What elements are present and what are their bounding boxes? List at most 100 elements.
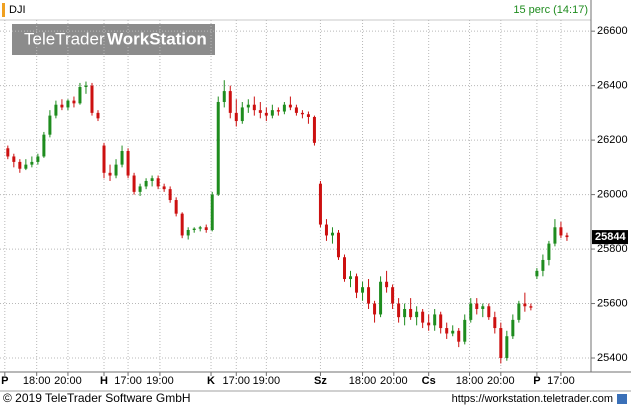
copyright: © 2019 TeleTrader Software GmbH [3,391,191,405]
candle-body [90,85,94,113]
candle-body [6,148,10,157]
watermark-box [12,24,215,55]
candle-body [415,311,419,318]
symbol-marker [2,3,5,17]
x-tick-label: 19:00 [253,375,281,387]
candle-body [228,91,232,113]
candle-body [451,330,455,334]
candle-body [481,306,485,309]
y-tick-label: 25800 [597,243,628,255]
candle-body [102,145,106,173]
candle-body [439,314,443,329]
x-tick-label: Sz [314,375,327,387]
candle-body [78,87,82,104]
x-tick-label: 19:00 [146,375,174,387]
candle-body [198,227,202,229]
candle-body [216,101,220,195]
candle-body [288,104,292,108]
candle-body [505,336,509,359]
candle-body [493,317,497,329]
candle-body [276,110,280,112]
candle-body [222,91,226,102]
candle-body [132,175,136,192]
x-tick-label: 17:00 [223,375,251,387]
candle-body [565,235,569,238]
candle-body [264,112,268,116]
candle-body [138,186,142,192]
candle-body [84,85,88,88]
candle-body [361,287,365,293]
candle-body [463,319,467,342]
candle-body [24,164,28,169]
candle-body [30,161,34,165]
candle-body [114,164,118,176]
candle-body [186,230,190,236]
candle-body [547,243,551,260]
x-tick-label: 17:00 [114,375,142,387]
candle-body [36,156,40,162]
y-tick-label: 26200 [597,134,628,146]
x-tick-label: P [1,375,8,387]
candle-body [517,303,521,320]
candle-body [144,180,148,187]
candle-body [294,107,298,113]
candle-body [342,257,346,280]
candle-body [397,303,401,318]
candle-body [282,104,286,112]
candle-body [234,112,238,122]
candle-body [324,224,328,236]
candle-body [60,104,64,108]
candle-body [204,227,208,230]
candle-body [174,200,178,214]
candle-body [192,228,196,230]
candle-body [126,151,130,176]
url-icon [617,394,627,404]
candle-body [499,328,503,359]
candle-body [421,311,425,323]
candle-body [12,156,16,162]
candle-body [42,134,46,157]
candle-body [162,186,166,190]
candle-body [66,100,70,108]
x-tick-label: H [100,375,108,387]
candle-body [457,330,461,342]
candle-body [270,110,274,116]
watermark-text: WorkStation [107,29,207,48]
url[interactable]: https://workstation.teletrader.com [452,393,613,405]
candle-body [54,104,58,116]
candle-body [379,281,383,315]
candle-body [318,183,322,225]
candle-body [541,259,545,271]
candle-body [96,112,100,119]
y-tick-label: 26000 [597,188,628,200]
candle-body [300,112,304,115]
last-price-box [592,230,628,245]
candle-body [529,306,533,308]
x-tick-label: P [533,375,540,387]
x-tick-label: 20:00 [54,375,82,387]
x-tick-label: 17:00 [547,375,575,387]
candle-body [391,287,395,304]
candle-body [156,178,160,187]
candle-body [433,314,437,326]
candle-body [18,161,22,169]
candle-body [150,178,154,181]
candle-body [312,116,316,143]
candle-body [385,281,389,288]
candle-body [559,227,563,236]
x-tick-label: K [207,375,215,387]
x-tick-label: Cs [422,375,436,387]
y-tick-label: 26400 [597,80,628,92]
x-tick-label: 20:00 [380,375,408,387]
y-tick-label: 26600 [597,25,628,37]
candle-body [258,110,262,113]
candle-body [367,287,371,304]
candle-body [349,276,353,280]
candle-body [427,322,431,326]
candle-body [48,115,52,135]
candle-body [168,189,172,201]
x-tick-label: 18:00 [23,375,51,387]
candle-body [403,308,407,318]
